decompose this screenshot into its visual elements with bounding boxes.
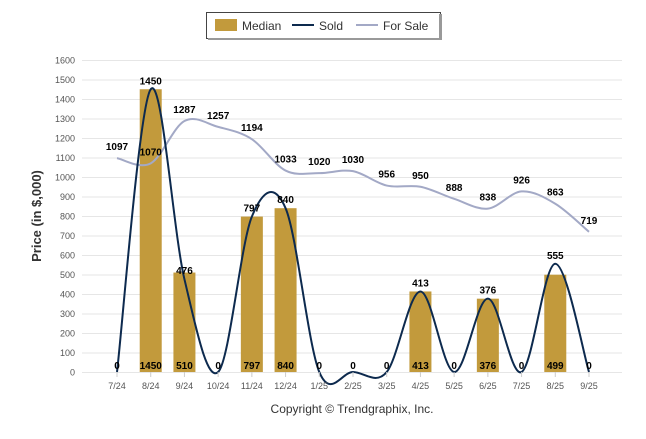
x-tick-label: 9/24	[176, 381, 194, 391]
median-bar	[544, 274, 567, 372]
median-label: 499	[547, 361, 564, 372]
sold-label: 840	[277, 195, 294, 206]
y-tick-label: 1400	[55, 95, 75, 105]
for-sale-label: 838	[480, 193, 497, 204]
sold-label: 376	[480, 286, 497, 297]
median-label: 0	[317, 361, 323, 372]
median-bar	[476, 298, 499, 372]
y-tick-label: 400	[60, 290, 75, 300]
median-label: 797	[244, 361, 261, 372]
y-tick-label: 100	[60, 348, 75, 358]
sold-label: 797	[244, 204, 261, 215]
x-axis-ticks: 7/24 8/24 9/24 10/24 11/24 12/24 1/25 2/25 3/25 4…	[108, 372, 598, 391]
median-label: 0	[519, 361, 525, 372]
median-label: 0	[451, 361, 457, 372]
for-sale-label: 926	[513, 175, 530, 186]
y-tick-label: 800	[60, 212, 75, 222]
for-sale-label: 1287	[173, 105, 196, 116]
y-axis-ticks: 0 100 200 300 400 500 600 700 800 900 1000 1100 1200…	[55, 56, 75, 378]
median-bar	[139, 89, 162, 372]
x-tick-label: 12/24	[274, 381, 297, 391]
x-tick-label: 7/25	[513, 381, 531, 391]
y-tick-label: 700	[60, 231, 75, 241]
y-tick-label: 200	[60, 329, 75, 339]
legend-median-swatch	[215, 19, 237, 31]
for-sale-label: 950	[412, 171, 429, 182]
x-tick-label: 6/25	[479, 381, 497, 391]
for-sale-label: 956	[378, 170, 395, 181]
x-tick-label: 3/25	[378, 381, 396, 391]
series-lines	[116, 87, 590, 386]
x-tick-label: 9/25	[580, 381, 598, 391]
y-axis-label: Price (in $,000)	[29, 170, 44, 262]
median-label: 376	[480, 361, 497, 372]
median-label: 0	[384, 361, 390, 372]
for-sale-label: 863	[547, 188, 564, 199]
x-tick-label: 10/24	[207, 381, 230, 391]
x-tick-label: 7/24	[108, 381, 126, 391]
median-label: 510	[176, 361, 193, 372]
sold-line	[116, 87, 590, 386]
for-sale-label: 888	[446, 183, 463, 194]
gridlines	[82, 60, 622, 373]
y-tick-label: 600	[60, 251, 75, 261]
for-sale-label: 1194	[241, 123, 263, 134]
median-bar	[173, 272, 196, 372]
x-tick-label: 5/25	[445, 381, 463, 391]
median-label: 0	[586, 361, 592, 372]
y-tick-label: 1200	[55, 134, 75, 144]
sold-label: 413	[412, 278, 429, 289]
for-sale-label: 719	[581, 216, 598, 227]
x-tick-label: 2/25	[344, 381, 362, 391]
for-sale-label: 1033	[274, 155, 297, 166]
x-tick-label: 8/24	[142, 381, 160, 391]
median-label: 840	[277, 361, 294, 372]
legend-sold: Sold	[319, 19, 343, 33]
for-sale-line	[116, 117, 590, 233]
x-tick-label: 4/25	[412, 381, 430, 391]
for-sale-label: 1030	[342, 155, 365, 166]
for-sale-label: 1257	[207, 111, 230, 122]
copyright-footer: Copyright © Trendgraphix, Inc.	[271, 402, 434, 416]
median-bar	[240, 216, 263, 372]
legend-for-sale: For Sale	[383, 19, 429, 33]
for-sale-label: 1070	[140, 147, 163, 158]
y-tick-label: 300	[60, 309, 75, 319]
sold-label: 476	[176, 266, 193, 277]
legend-median: Median	[242, 19, 281, 33]
y-tick-label: 0	[70, 368, 75, 378]
sold-label: 1450	[140, 76, 163, 87]
x-tick-label: 1/25	[311, 381, 329, 391]
x-tick-label: 11/24	[241, 381, 263, 391]
y-tick-label: 1500	[55, 75, 75, 85]
median-label: 0	[215, 361, 221, 372]
for-sale-label: 1097	[106, 142, 129, 153]
median-bar	[274, 208, 297, 372]
median-label: 0	[350, 361, 356, 372]
x-tick-label: 8/25	[547, 381, 565, 391]
y-tick-label: 500	[60, 270, 75, 280]
y-tick-label: 1300	[55, 114, 75, 124]
sold-label: 555	[547, 251, 564, 262]
median-bar	[409, 291, 432, 372]
y-tick-label: 1100	[56, 153, 75, 163]
y-tick-label: 1600	[55, 56, 75, 66]
y-tick-label: 1000	[55, 173, 75, 183]
median-label: 1450	[140, 361, 163, 372]
data-labels: 1097 1070 1287 1257 1194 1033 1020 1030 956 950 88…	[106, 76, 598, 372]
for-sale-label: 1020	[308, 157, 331, 168]
median-label: 0	[114, 361, 120, 372]
median-label: 413	[412, 361, 429, 372]
median-bars	[139, 89, 567, 372]
y-tick-label: 900	[60, 192, 75, 202]
legend: Median Sold For Sale	[206, 12, 442, 40]
